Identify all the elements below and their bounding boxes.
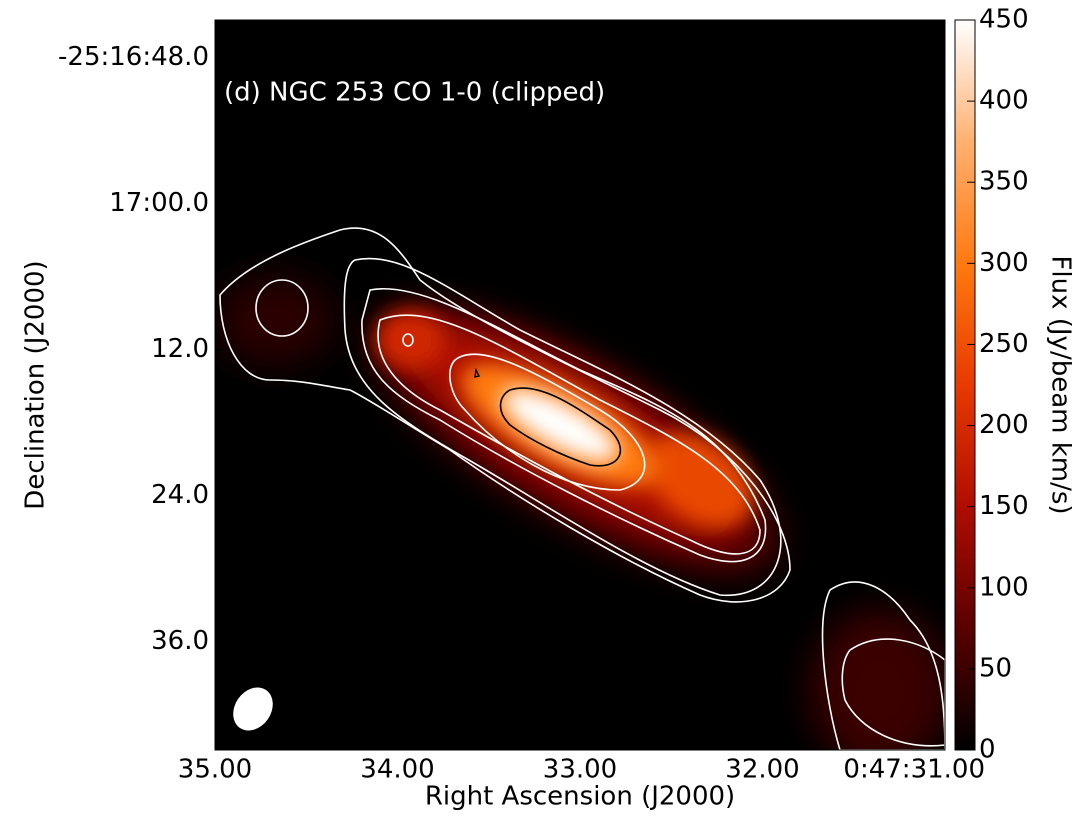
colorbar-tick-label: 100	[979, 572, 1029, 602]
colorbar-tick-label: 0	[979, 735, 996, 765]
y-tick-label: 12.0	[151, 334, 209, 364]
colorbar-tick-label: 150	[979, 491, 1029, 521]
colorbar-tick-label: 350	[979, 167, 1029, 197]
x-tick-label: 32.00	[725, 755, 799, 785]
colorbar-tick-label: 200	[979, 410, 1029, 440]
x-tick-label: 35.00	[178, 755, 252, 785]
x-tick-label: 33.00	[543, 755, 617, 785]
annotation: (d) NGC 253 CO 1-0 (clipped)	[224, 78, 605, 108]
colorbar-tick-label: 450	[979, 5, 1029, 35]
colorbar-label: Flux (Jy/beam km/s)	[1046, 255, 1076, 514]
y-axis-label: Declination (J2000)	[21, 260, 51, 509]
y-tick-label: 17:00.0	[109, 188, 209, 218]
y-tick-label: -25:16:48.0	[58, 42, 209, 72]
x-tick-label: 34.00	[360, 755, 434, 785]
colorbar-tick-label: 50	[979, 653, 1012, 683]
x-axis-label: Right Ascension (J2000)	[425, 782, 735, 812]
x-tick-label: 0:47:31.00	[843, 755, 985, 785]
colorbar-tick-label: 250	[979, 329, 1029, 359]
y-tick-label: 36.0	[151, 626, 209, 656]
beam-ellipse	[233, 687, 273, 731]
emission-map	[215, 227, 945, 750]
colorbar-tick-label: 400	[979, 86, 1029, 116]
colorbar-tick-label: 300	[979, 248, 1029, 278]
colorbar	[954, 19, 976, 751]
y-tick-label: 24.0	[151, 480, 209, 510]
